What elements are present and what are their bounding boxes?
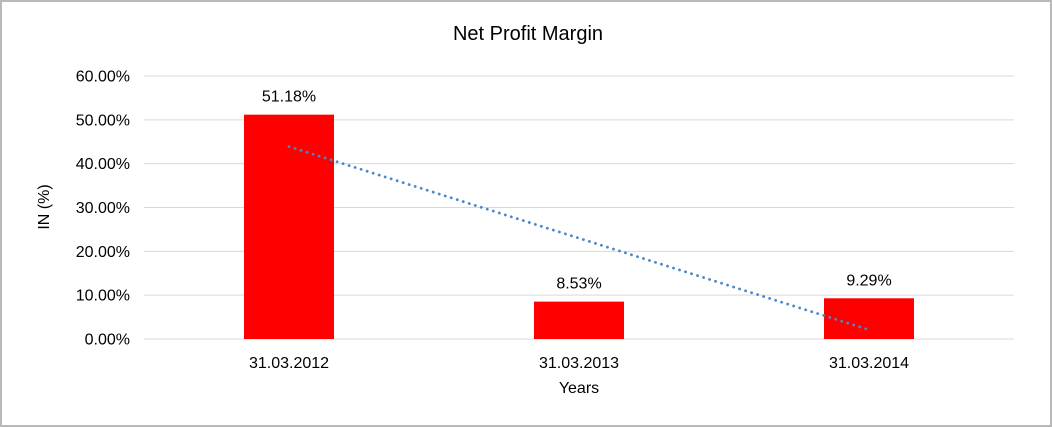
bars-layer (244, 114, 914, 339)
trendline (287, 145, 871, 332)
y-tick-label: 40.00% (76, 156, 130, 173)
chart-title: Net Profit Margin (453, 23, 603, 45)
data-label: 8.53% (556, 276, 601, 293)
x-tick-label: 31.03.2014 (829, 355, 909, 372)
labels-layer: 0.00% 10.00% 20.00% 30.00% 40.00% 50.00% 60.00… (76, 69, 909, 373)
data-label: 9.29% (846, 272, 891, 289)
y-tick-label: 10.00% (76, 288, 130, 305)
bar-31.03.2013 (534, 301, 624, 339)
y-tick-label: 0.00% (85, 332, 130, 349)
data-label: 51.18% (262, 89, 316, 106)
y-tick-label: 20.00% (76, 244, 130, 261)
x-tick-label: 31.03.2012 (249, 355, 329, 372)
y-tick-label: 30.00% (76, 200, 130, 217)
x-tick-label: 31.03.2013 (539, 355, 619, 372)
bar-31.03.2014 (824, 298, 914, 339)
x-axis-title: Years (559, 380, 599, 397)
trendline-layer (287, 145, 871, 332)
y-tick-label: 50.00% (76, 112, 130, 129)
bar-31.03.2012 (244, 114, 334, 339)
y-axis-title: IN (%) (36, 184, 53, 229)
y-tick-label: 60.00% (76, 69, 130, 86)
